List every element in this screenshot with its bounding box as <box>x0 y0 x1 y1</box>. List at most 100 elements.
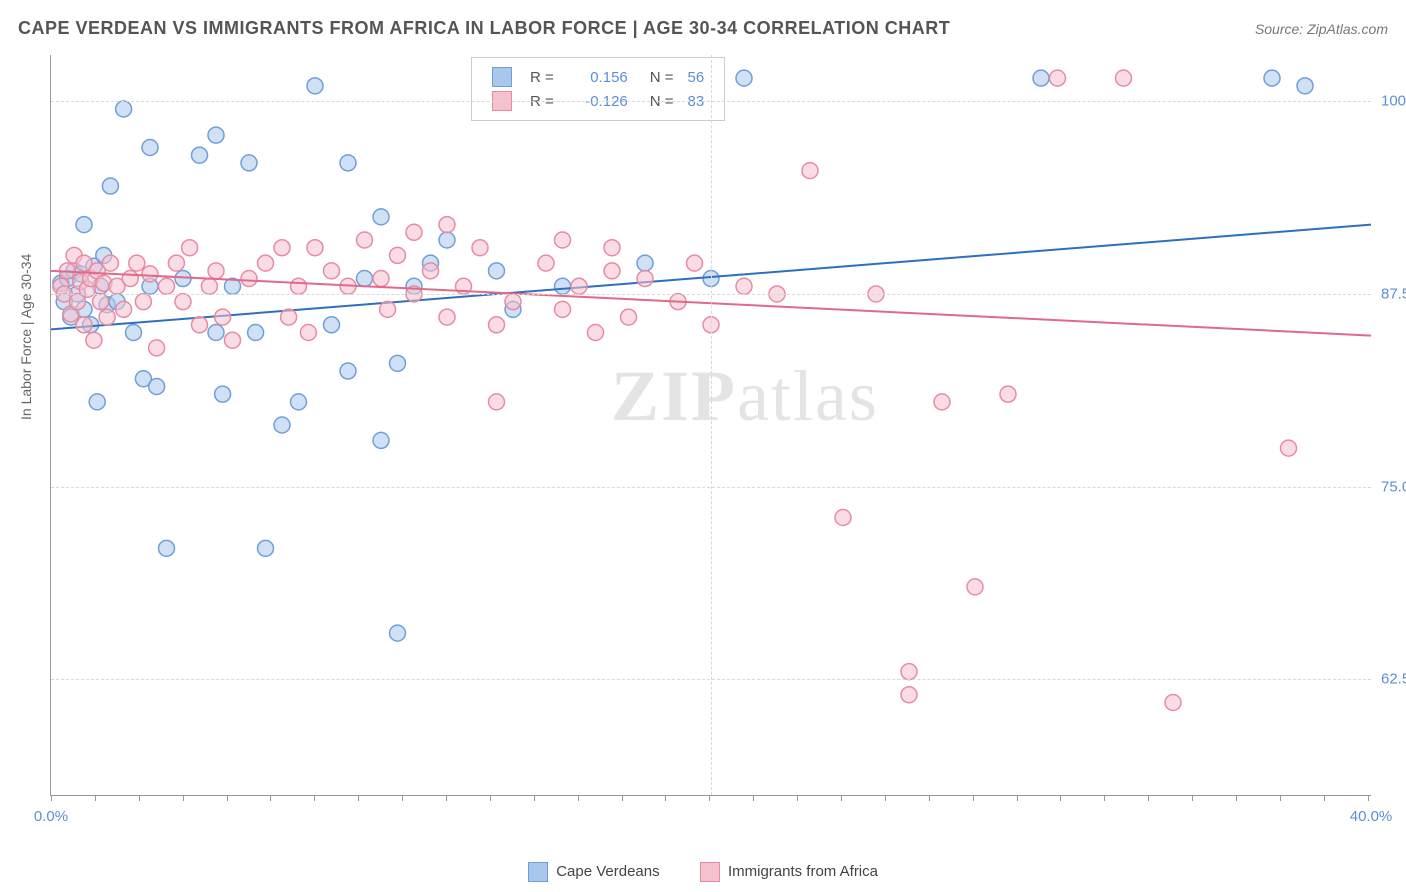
data-point <box>142 140 158 156</box>
data-point <box>258 540 274 556</box>
data-point <box>406 224 422 240</box>
data-point <box>241 155 257 171</box>
data-point <box>76 317 92 333</box>
data-point <box>149 378 165 394</box>
data-point <box>489 317 505 333</box>
series-legend: Cape Verdeans Immigrants from Africa <box>0 862 1406 882</box>
data-point <box>281 309 297 325</box>
data-point <box>102 178 118 194</box>
data-point <box>736 278 752 294</box>
correlation-legend: R =0.156N =56R =-0.126N =83 <box>471 57 725 121</box>
data-point <box>637 255 653 271</box>
data-point <box>802 163 818 179</box>
data-point <box>357 232 373 248</box>
data-point <box>373 271 389 287</box>
data-point <box>122 271 138 287</box>
data-point <box>159 278 175 294</box>
data-point <box>489 263 505 279</box>
data-point <box>168 255 184 271</box>
data-point <box>307 240 323 256</box>
data-point <box>1050 70 1066 86</box>
y-tick-label: 87.5% <box>1381 285 1406 302</box>
y-tick-label: 100.0% <box>1381 93 1406 110</box>
data-point <box>505 294 521 310</box>
data-point <box>1116 70 1132 86</box>
legend-label: Immigrants from Africa <box>728 863 878 880</box>
data-point <box>208 127 224 143</box>
data-point <box>439 217 455 233</box>
data-point <box>102 255 118 271</box>
data-point <box>1264 70 1280 86</box>
data-point <box>489 394 505 410</box>
y-tick-label: 62.5% <box>1381 671 1406 688</box>
data-point <box>380 301 396 317</box>
data-point <box>571 278 587 294</box>
data-point <box>340 155 356 171</box>
data-point <box>126 325 142 341</box>
data-point <box>258 255 274 271</box>
data-point <box>86 332 102 348</box>
data-point <box>637 271 653 287</box>
data-point <box>555 301 571 317</box>
data-point <box>373 432 389 448</box>
data-point <box>208 263 224 279</box>
chart-title: CAPE VERDEAN VS IMMIGRANTS FROM AFRICA I… <box>18 18 950 39</box>
data-point <box>423 263 439 279</box>
data-point <box>182 240 198 256</box>
data-point <box>621 309 637 325</box>
data-point <box>934 394 950 410</box>
data-point <box>175 294 191 310</box>
y-tick-label: 75.0% <box>1381 478 1406 495</box>
x-tick-label: 0.0% <box>34 808 68 825</box>
data-point <box>736 70 752 86</box>
data-point <box>248 325 264 341</box>
plot-area: ZIPatlas R =0.156N =56R =-0.126N =83 62.… <box>50 55 1371 796</box>
data-point <box>225 332 241 348</box>
data-point <box>274 240 290 256</box>
data-point <box>967 579 983 595</box>
data-point <box>324 317 340 333</box>
data-point <box>538 255 554 271</box>
data-point <box>300 325 316 341</box>
data-point <box>835 510 851 526</box>
data-point <box>472 240 488 256</box>
data-point <box>149 340 165 356</box>
data-point <box>588 325 604 341</box>
data-point <box>555 232 571 248</box>
data-point <box>99 309 115 325</box>
legend-item-cape-verdeans: Cape Verdeans <box>528 862 660 882</box>
data-point <box>129 255 145 271</box>
data-point <box>93 294 109 310</box>
data-point <box>116 301 132 317</box>
data-point <box>76 217 92 233</box>
data-point <box>390 625 406 641</box>
data-point <box>340 363 356 379</box>
data-point <box>215 309 231 325</box>
data-point <box>390 247 406 263</box>
data-point <box>291 394 307 410</box>
data-point <box>135 294 151 310</box>
data-point <box>192 147 208 163</box>
data-point <box>687 255 703 271</box>
x-tick-label: 40.0% <box>1350 808 1393 825</box>
data-point <box>89 394 105 410</box>
data-point <box>1033 70 1049 86</box>
data-point <box>291 278 307 294</box>
data-point <box>208 325 224 341</box>
data-point <box>307 78 323 94</box>
data-point <box>215 386 231 402</box>
legend-label: Cape Verdeans <box>556 863 659 880</box>
data-point <box>357 271 373 287</box>
data-point <box>901 687 917 703</box>
data-point <box>159 540 175 556</box>
source-label: Source: ZipAtlas.com <box>1255 21 1388 37</box>
data-point <box>324 263 340 279</box>
data-point <box>1281 440 1297 456</box>
data-point <box>241 271 257 287</box>
data-point <box>192 317 208 333</box>
data-point <box>555 278 571 294</box>
data-point <box>604 263 620 279</box>
data-point <box>142 266 158 282</box>
data-point <box>373 209 389 225</box>
data-point <box>116 101 132 117</box>
